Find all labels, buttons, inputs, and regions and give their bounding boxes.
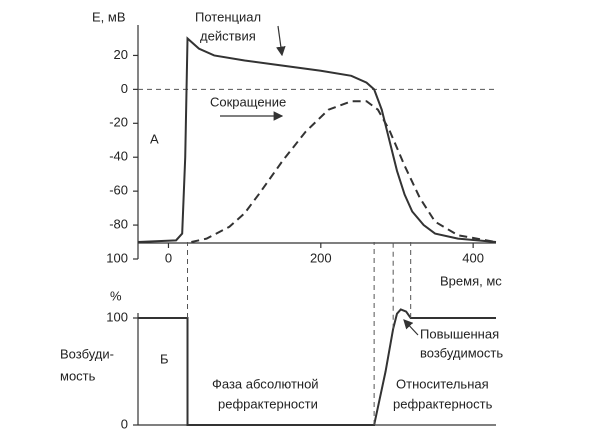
annotation: рефрактерности bbox=[218, 396, 318, 411]
y-tick-label: -60 bbox=[109, 183, 128, 198]
x-axis-label: Время, мс bbox=[440, 273, 502, 288]
panel-label: Б bbox=[160, 351, 169, 366]
y-tick-label: 20 bbox=[114, 47, 128, 62]
x-tick-label: 400 bbox=[462, 250, 484, 265]
annotation: Фаза абсолютной bbox=[212, 376, 319, 391]
y-tick-label: 100 bbox=[106, 250, 128, 265]
y-axis-label: % bbox=[110, 288, 122, 303]
annotation: Сокращение bbox=[210, 94, 286, 109]
y-tick-label: 0 bbox=[121, 81, 128, 96]
series-line bbox=[191, 100, 497, 244]
annotation: возбудимость bbox=[420, 345, 503, 360]
y-tick-label: -40 bbox=[109, 149, 128, 164]
x-tick-label: 0 bbox=[165, 250, 172, 265]
annotation: действия bbox=[200, 28, 256, 43]
y-tick-label: 100 bbox=[106, 309, 128, 324]
arrow bbox=[403, 319, 419, 336]
annotation: Повышенная bbox=[420, 326, 499, 341]
y-tick-label: -80 bbox=[109, 217, 128, 232]
annotation: Относительная bbox=[396, 376, 489, 391]
side-label: Возбуди- bbox=[60, 346, 114, 361]
side-label: мость bbox=[60, 368, 96, 383]
series-line bbox=[137, 36, 497, 244]
arrow bbox=[276, 25, 286, 57]
y-axis-label: E, мВ bbox=[92, 9, 126, 24]
x-tick-label: 200 bbox=[310, 250, 332, 265]
annotation: рефрактерность bbox=[393, 396, 493, 411]
y-tick-label: 0 bbox=[121, 416, 128, 431]
y-tick-label: -20 bbox=[109, 115, 128, 130]
panel-label: А bbox=[150, 131, 159, 146]
annotation: Потенциал bbox=[195, 9, 261, 24]
